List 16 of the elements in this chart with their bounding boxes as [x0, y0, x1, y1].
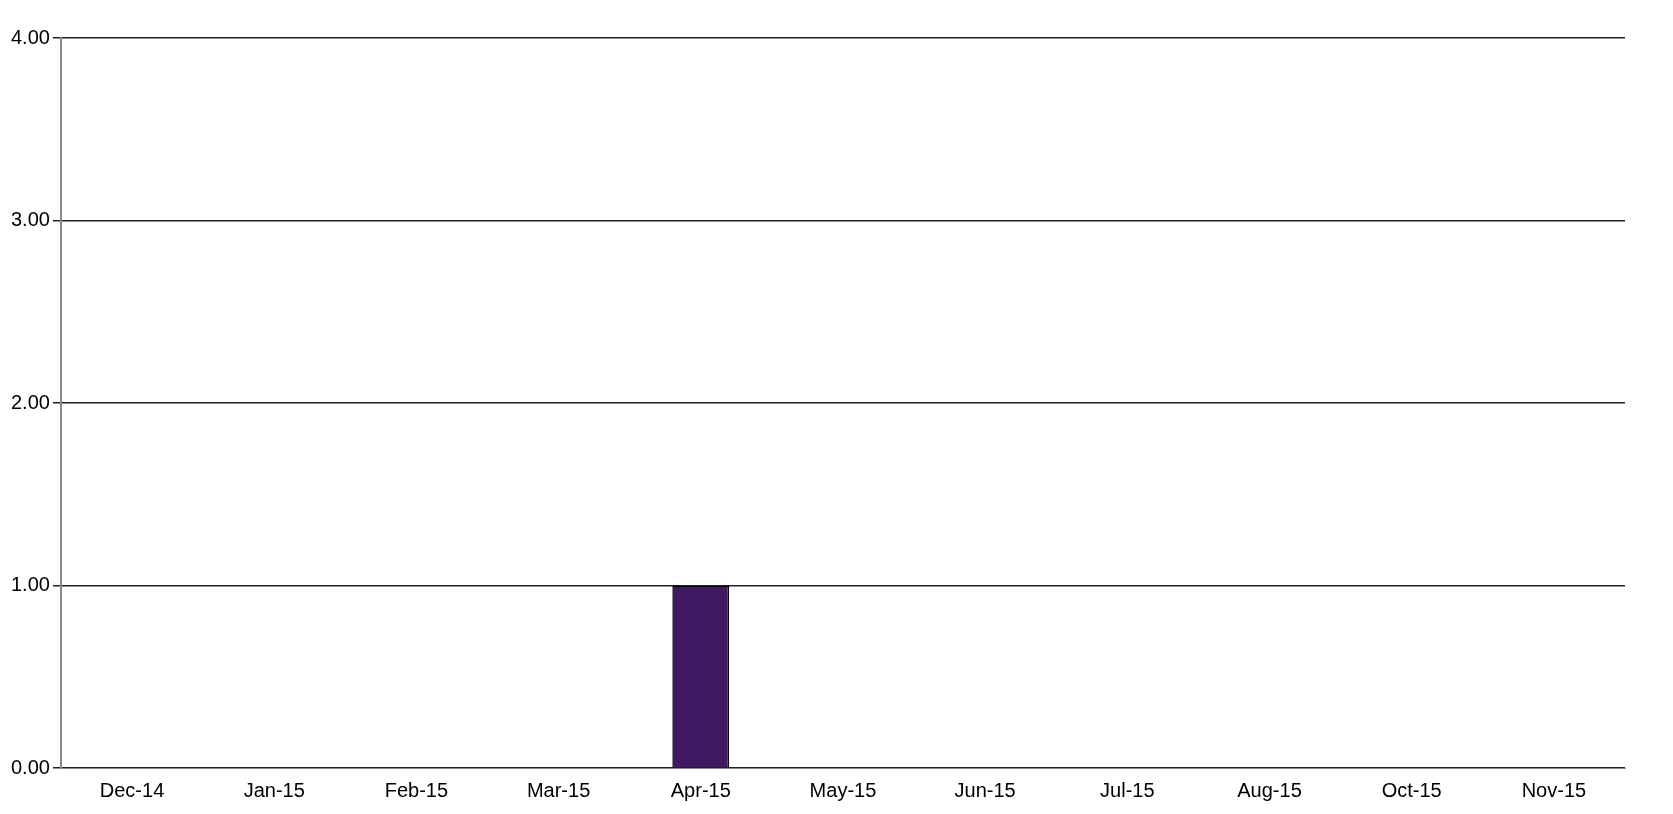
x-tick-label: Feb-15 [384, 778, 449, 801]
x-tick-label: May-15 [809, 778, 877, 801]
y-tick-label: 3.00 [10, 208, 50, 231]
y-tick-label: 0.00 [10, 755, 50, 778]
y-tick-label: 2.00 [10, 390, 50, 413]
x-tick-label: Mar-15 [526, 778, 591, 801]
x-tick-label: Oct-15 [1381, 778, 1442, 801]
y-tick-label: 4.00 [10, 25, 50, 48]
x-tick-label: Aug-15 [1237, 778, 1302, 801]
y-tick-label: 1.00 [10, 573, 50, 596]
x-tick-label: Jul-15 [1100, 778, 1155, 801]
x-tick-label: Jan-15 [243, 778, 305, 801]
x-tick-label: Nov-15 [1521, 778, 1587, 801]
x-tick-label: Jun-15 [954, 778, 1016, 801]
x-tick-label: Apr-15 [670, 778, 731, 801]
x-tick-label: Dec-14 [99, 778, 165, 801]
